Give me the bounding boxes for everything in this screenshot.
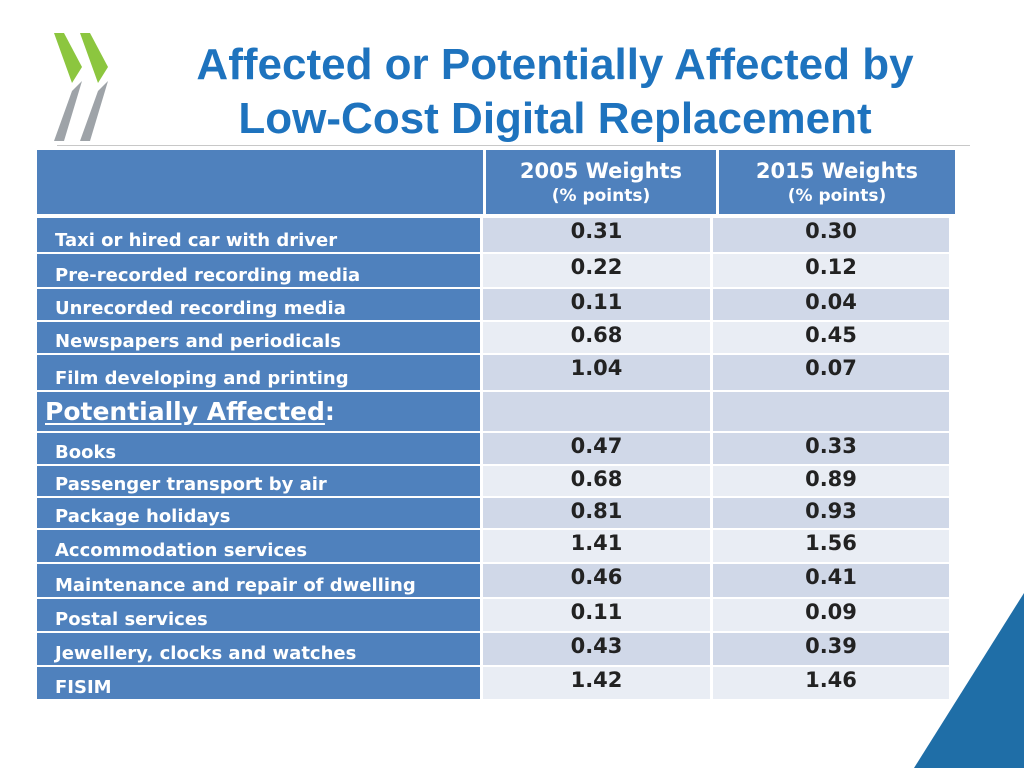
header-label-cell <box>37 150 486 214</box>
header-2015-label: 2015 Weights <box>755 158 919 183</box>
value-2015: 0.89 <box>713 466 949 496</box>
row-label: Jewellery, clocks and watches <box>37 633 483 665</box>
value-2015: 0.09 <box>713 599 949 631</box>
table-row: Accommodation services 1.41 1.56 <box>37 530 955 564</box>
table-row: Pre-recorded recording media 0.22 0.12 <box>37 254 955 289</box>
row-label: Pre-recorded recording media <box>37 254 483 287</box>
table-row: Taxi or hired car with driver 0.31 0.30 <box>37 218 955 254</box>
row-label: Taxi or hired car with driver <box>37 218 483 252</box>
header-2005-label: 2005 Weights <box>519 158 683 183</box>
oecd-logo-icon <box>54 33 108 141</box>
corner-decoration <box>914 593 1024 768</box>
table-row: Passenger transport by air 0.68 0.89 <box>37 466 955 498</box>
section-heading-text: Potentially Affected <box>45 397 325 426</box>
row-label: Package holidays <box>37 498 483 528</box>
title-line-2: Low-Cost Digital Replacement <box>238 94 872 143</box>
value-2005: 0.43 <box>483 633 713 665</box>
row-label: FISIM <box>37 667 483 699</box>
value-2005: 0.11 <box>483 289 713 320</box>
header-2015-unit: (% points) <box>787 185 887 206</box>
header-2005-unit: (% points) <box>551 185 651 206</box>
title-divider <box>57 145 970 146</box>
value-2015 <box>713 392 949 431</box>
table-row: Maintenance and repair of dwelling 0.46 0.… <box>37 564 955 599</box>
section-row: Potentially Affected: <box>37 392 955 433</box>
section-heading: Potentially Affected: <box>37 392 483 431</box>
row-label: Accommodation services <box>37 530 483 562</box>
header-2005: 2005 Weights (% points) <box>486 150 719 214</box>
value-2015: 0.04 <box>713 289 949 320</box>
value-2005: 1.41 <box>483 530 713 562</box>
row-label: Books <box>37 433 483 464</box>
value-2005: 0.46 <box>483 564 713 597</box>
table-row: Jewellery, clocks and watches 0.43 0.39 <box>37 633 955 667</box>
row-label: Unrecorded recording media <box>37 289 483 320</box>
value-2015: 0.12 <box>713 254 949 287</box>
value-2015: 0.41 <box>713 564 949 597</box>
row-label: Newspapers and periodicals <box>37 322 483 353</box>
value-2005: 1.42 <box>483 667 713 699</box>
value-2015: 0.30 <box>713 218 949 252</box>
value-2015: 0.07 <box>713 355 949 390</box>
value-2015: 0.33 <box>713 433 949 464</box>
value-2005: 0.11 <box>483 599 713 631</box>
weights-table: 2005 Weights (% points) 2015 Weights (% … <box>37 150 955 701</box>
table-row: Film developing and printing 1.04 0.07 <box>37 355 955 392</box>
table-row: Newspapers and periodicals 0.68 0.45 <box>37 322 955 355</box>
section-heading-colon: : <box>324 397 335 426</box>
table-header: 2005 Weights (% points) 2015 Weights (% … <box>37 150 955 214</box>
value-2005: 0.47 <box>483 433 713 464</box>
row-label: Maintenance and repair of dwelling <box>37 564 483 597</box>
table-row: Books 0.47 0.33 <box>37 433 955 466</box>
row-label: Passenger transport by air <box>37 466 483 496</box>
table-row: Unrecorded recording media 0.11 0.04 <box>37 289 955 322</box>
table-row: Postal services 0.11 0.09 <box>37 599 955 633</box>
row-label: Postal services <box>37 599 483 631</box>
table-body: Taxi or hired car with driver 0.31 0.30 Pre… <box>37 218 955 701</box>
value-2005: 1.04 <box>483 355 713 390</box>
value-2015: 0.39 <box>713 633 949 665</box>
value-2015: 0.93 <box>713 498 949 528</box>
value-2015: 1.56 <box>713 530 949 562</box>
table-row: Package holidays 0.81 0.93 <box>37 498 955 530</box>
value-2005: 0.68 <box>483 322 713 353</box>
value-2005: 0.68 <box>483 466 713 496</box>
value-2005: 0.31 <box>483 218 713 252</box>
header-2015: 2015 Weights (% points) <box>719 150 955 214</box>
value-2005 <box>483 392 713 431</box>
value-2005: 0.22 <box>483 254 713 287</box>
table-row: FISIM 1.42 1.46 <box>37 667 955 701</box>
value-2015: 0.45 <box>713 322 949 353</box>
value-2005: 0.81 <box>483 498 713 528</box>
page-title: Affected or Potentially Affected by Low-… <box>130 38 980 146</box>
title-line-1: Affected or Potentially Affected by <box>196 40 914 89</box>
row-label: Film developing and printing <box>37 355 483 390</box>
value-2015: 1.46 <box>713 667 949 699</box>
